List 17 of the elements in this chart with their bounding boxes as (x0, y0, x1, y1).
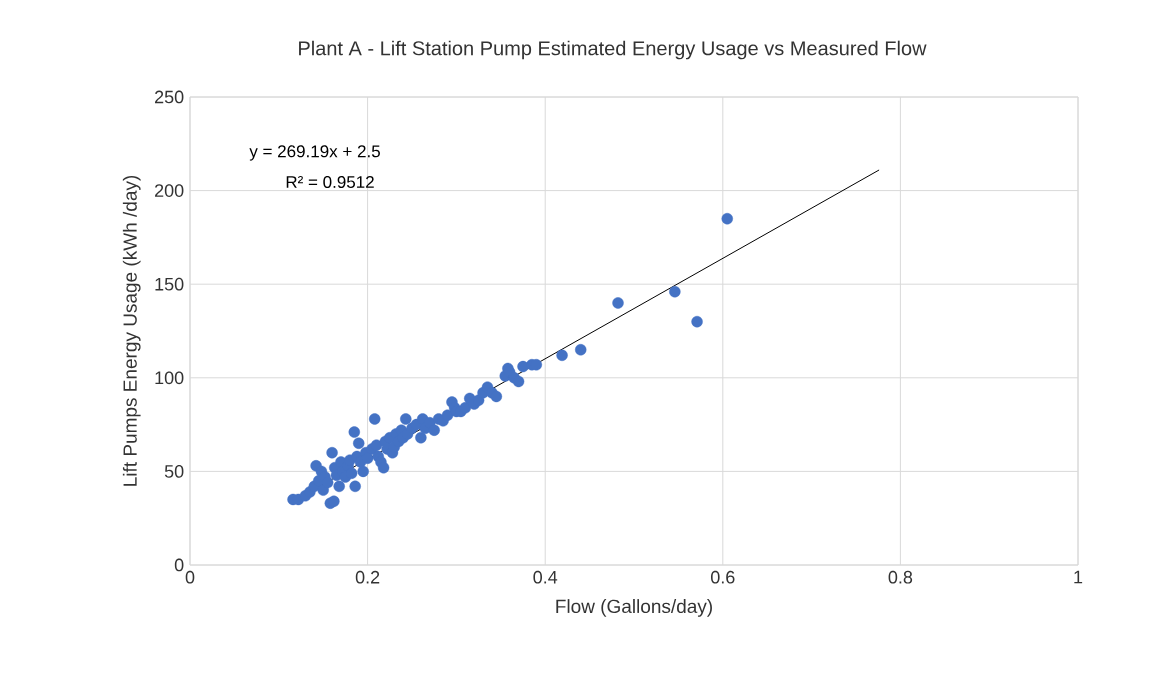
x-axis-title: Flow (Gallons/day) (556, 599, 712, 617)
x-tick-label: 0.8 (888, 570, 913, 584)
y-tick-label: 0 (174, 558, 184, 572)
chart-title: Plant A - Lift Station Pump Estimated Energy Usage vs Measured Flow (299, 40, 927, 60)
x-tick-label: 0 (185, 570, 195, 584)
y-axis-title: Lift Pumps Energy Usage (kWh /day) (122, 175, 141, 486)
annotation: R² = 0.9512 (286, 175, 374, 189)
y-tick-label: 100 (155, 371, 184, 385)
annotation: y = 269.19x + 2.5 (249, 145, 380, 161)
y-tick-label: 250 (155, 90, 184, 104)
x-tick-label: 0.6 (711, 570, 735, 584)
y-tick-label: 150 (155, 277, 184, 291)
y-tick-label: 200 (155, 184, 184, 197)
x-tick-label: 0.4 (533, 570, 558, 584)
x-tick-label: 0.2 (355, 570, 380, 584)
x-tick-label: 1 (1074, 570, 1083, 584)
y-tick-label: 50 (164, 465, 184, 478)
